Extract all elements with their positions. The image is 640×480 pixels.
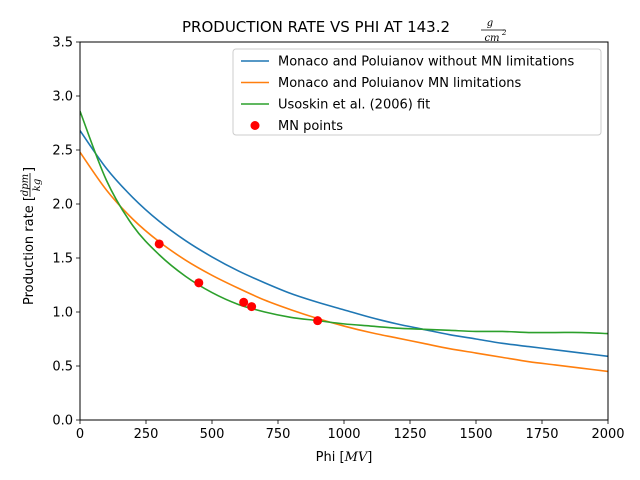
y-tick-label: 3.0 [52,90,73,105]
chart-title-text: PRODUCTION RATE VS PHI AT 143.2 [182,18,450,36]
chart-title: PRODUCTION RATE VS PHI AT 143.2 g cm 2 [182,18,507,44]
mn-point [313,316,323,326]
series-layer [80,110,608,373]
x-tick-label: 1750 [525,427,558,442]
series-line-1 [80,151,608,373]
x-axis-label-main: Phi [ [316,450,345,465]
y-axis-label-close: ] [22,167,37,172]
y-tick-label: 0.0 [52,414,73,429]
svg-text:Phi [MV]: Phi [MV] [316,450,373,465]
y-tick-label: 2.5 [52,144,73,159]
y-axis-ticks: 0.0 0.5 1.0 1.5 2.0 2.5 3.0 3.5 [52,36,80,429]
x-axis-label: Phi [MV] [316,450,373,465]
series-line-0 [80,130,608,358]
legend-swatch-3 [250,121,260,130]
mn-point [194,278,204,288]
x-tick-label: 250 [134,427,159,442]
x-tick-label: 500 [200,427,225,442]
x-tick-label: 1500 [459,427,492,442]
x-tick-label: 1000 [327,427,360,442]
x-axis-label-unit: MV [344,450,369,465]
legend: Monaco and Poluianov without MN limitati… [232,48,602,136]
legend-label-2: Usoskin et al. (2006) fit [278,98,430,113]
y-tick-label: 2.0 [52,198,73,213]
y-axis-label-main: Production rate [ [22,196,37,305]
mn-point [239,297,249,307]
chart-title-unit-exponent: 2 [501,29,507,37]
legend-label-3: MN points [278,119,343,134]
mn-point [247,302,257,312]
y-tick-label: 0.5 [52,360,73,375]
x-axis-label-close: ] [367,450,372,465]
x-axis-ticks: 0 250 500 750 1000 1250 1500 1750 2000 [76,420,625,442]
x-tick-label: 2000 [591,427,624,442]
mn-point [154,239,164,249]
chart-title-unit-denominator: cm [484,33,499,44]
legend-label-0: Monaco and Poluianov without MN limitati… [278,55,575,70]
y-tick-label: 1.0 [52,306,73,321]
legend-label-1: Monaco and Poluianov MN limitations [278,76,522,91]
y-axis-label-denominator: kg [32,179,43,191]
y-tick-label: 3.5 [52,36,73,51]
y-axis-label-numerator: dpm [20,174,31,196]
points-layer [154,239,323,326]
x-tick-label: 750 [266,427,291,442]
x-tick-label: 1250 [393,427,426,442]
x-tick-label: 0 [76,427,84,442]
y-axis-label: Production rate [ dpm kg ] [20,167,43,305]
y-tick-label: 1.5 [52,252,73,267]
series-line-2 [80,110,608,335]
legend-frame [232,48,602,136]
chart-title-unit-numerator: g [487,18,493,29]
